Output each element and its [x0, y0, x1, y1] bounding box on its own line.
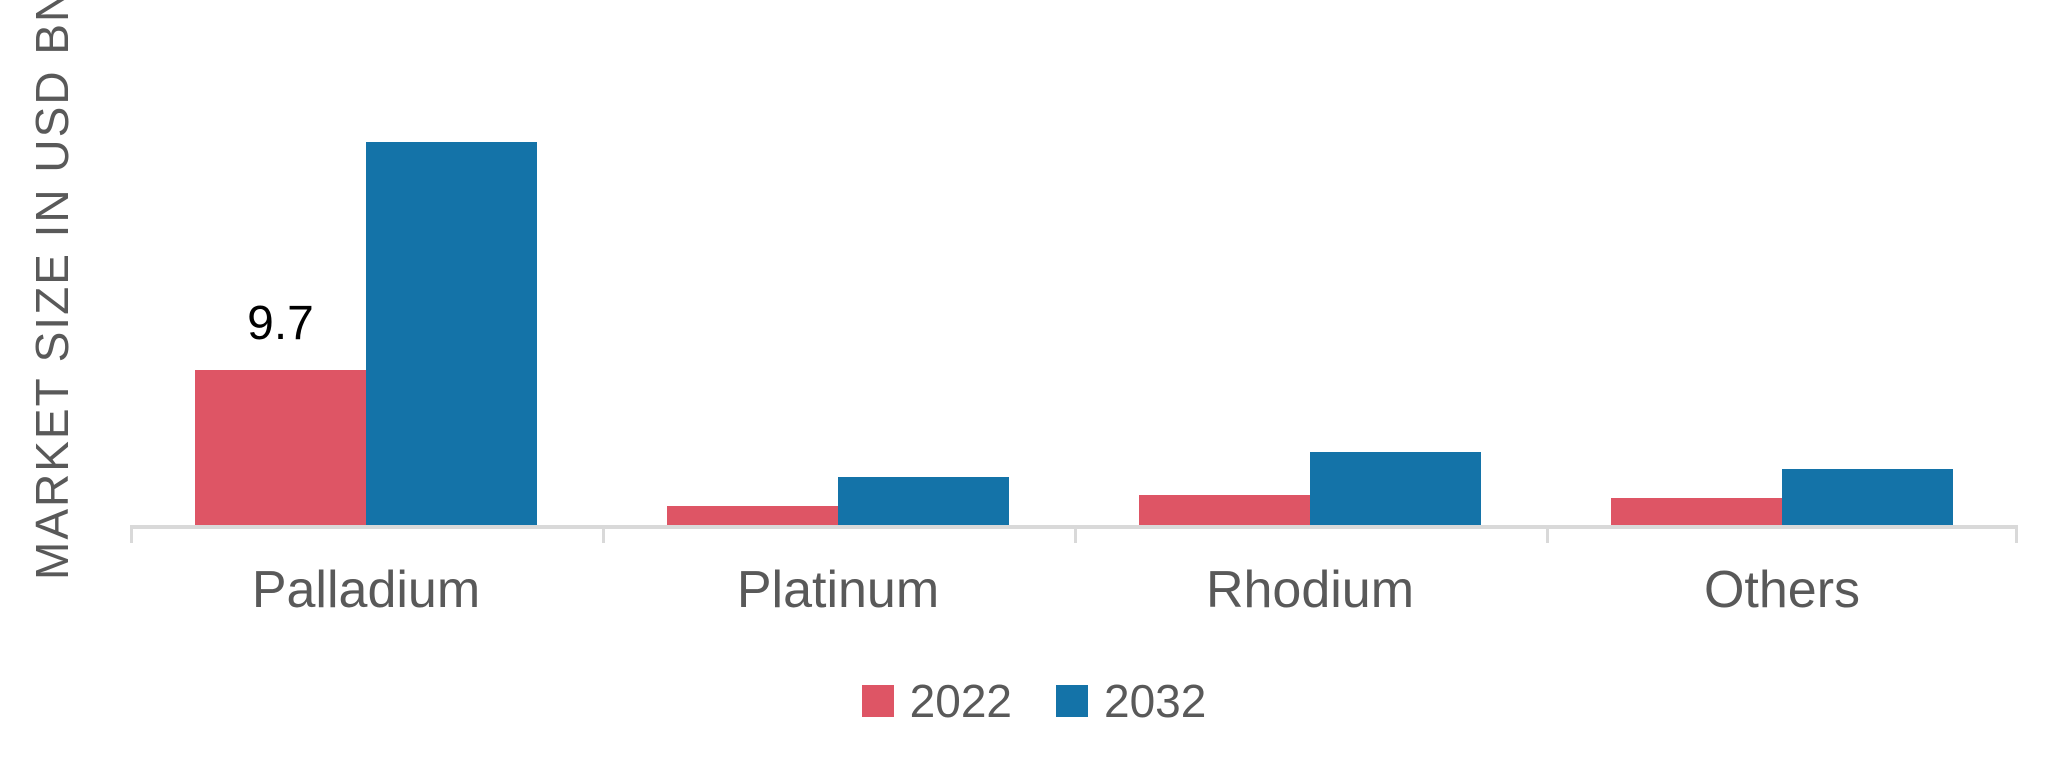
legend-swatch-2022 — [861, 685, 894, 717]
bar-value-label: 9.7 — [247, 297, 314, 350]
legend-swatch-2032 — [1056, 685, 1088, 717]
bar-group-others — [1546, 0, 2018, 525]
legend: 2022 2032 — [0, 674, 2068, 728]
bar-2032-others — [1782, 469, 1953, 525]
x-category-label-platinum: Platinum — [736, 561, 940, 619]
legend-label-2022: 2022 — [909, 675, 1012, 727]
x-axis-tick — [1074, 525, 1077, 543]
bar-2022-rhodium — [1139, 494, 1310, 525]
x-axis-tick — [602, 525, 605, 543]
bar-2022-platinum — [667, 505, 838, 525]
x-axis-tick — [130, 525, 133, 543]
bar-2022-others — [1611, 497, 1782, 525]
bar-group-platinum — [602, 0, 1074, 525]
bar-2032-rhodium — [1310, 451, 1481, 525]
x-category-label-rhodium: Rhodium — [1205, 561, 1415, 619]
x-axis-tick — [2015, 525, 2018, 543]
bar-group-palladium: 9.7 — [130, 0, 602, 525]
x-category-label-others: Others — [1703, 561, 1861, 619]
x-axis-ticks — [130, 525, 2018, 543]
bar-group-rhodium — [1074, 0, 1546, 525]
bar-2032-platinum — [838, 477, 1009, 525]
bar-2022-palladium: 9.7 — [195, 300, 366, 525]
legend-item-2022: 2022 — [861, 674, 1012, 728]
x-category-label-palladium: Palladium — [251, 561, 481, 619]
plot-area: 9.7 — [130, 0, 2018, 529]
x-axis-tick — [1546, 525, 1549, 543]
legend-item-2032: 2032 — [1056, 674, 1206, 728]
y-axis-title: MARKET SIZE IN USD BN — [26, 0, 78, 580]
bar-2032-palladium — [366, 141, 537, 525]
legend-label-2032: 2032 — [1104, 675, 1207, 727]
